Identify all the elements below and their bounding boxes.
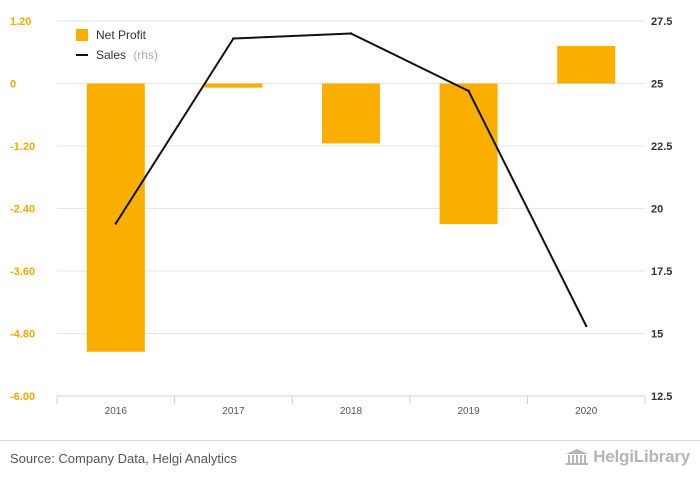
- y-right-tick-label: 15: [651, 329, 663, 341]
- sales-point: [114, 222, 118, 225]
- sales-line-layer: [114, 32, 588, 328]
- sales-point: [349, 32, 353, 35]
- x-tick-label: 2016: [105, 406, 128, 417]
- y-left-tick-label: -3.60: [10, 266, 35, 278]
- source-note: Source: Company Data, Helgi Analytics: [10, 451, 237, 466]
- y-left-tick-label: 0: [10, 79, 16, 91]
- sales-point: [232, 37, 235, 40]
- bar-net-profit: [439, 83, 498, 225]
- y-left-tick-label: -6.00: [10, 391, 35, 403]
- sales-point: [585, 324, 588, 328]
- legend: Net Profit Sales (rhs): [76, 28, 158, 62]
- bar-net-profit: [204, 83, 263, 88]
- y-right-tick-label: 12.5: [651, 391, 672, 403]
- y-left-tick-label: -1.20: [10, 141, 35, 153]
- gridlines: [57, 20, 645, 397]
- sales-point: [467, 89, 470, 93]
- y-right-tick-label: 25: [651, 79, 663, 91]
- legend-label-sales-name: Sales: [96, 48, 126, 62]
- bar-net-profit: [322, 83, 380, 144]
- legend-label-sales: Sales (rhs): [96, 48, 158, 62]
- footer-divider: [0, 440, 700, 441]
- legend-label-net-profit: Net Profit: [96, 28, 147, 42]
- legend-label-sales-suffix: (rhs): [133, 48, 158, 62]
- bar-net-profit: [86, 83, 145, 352]
- bar-net-profit: [557, 46, 616, 84]
- x-tick-label: 2020: [575, 406, 598, 417]
- brand-logo[interactable]: HelgiLibrary: [565, 447, 690, 467]
- y-left-tick-label: -4.80: [10, 329, 35, 341]
- y-right-tick-label: 17.5: [651, 266, 672, 278]
- y-right-tick-label: 20: [651, 204, 663, 216]
- y-left-tick-label: -2.40: [10, 204, 35, 216]
- axes: 1.20 0 -1.20 -2.40 -3.60 -4.80 -6.00 27.5 25 22.5…: [10, 16, 672, 417]
- y-right-tick-label: 27.5: [651, 16, 672, 28]
- x-tick-label: 2017: [222, 406, 245, 417]
- sales-line: [114, 32, 588, 327]
- net-profit-bars: [86, 46, 616, 352]
- x-tick-label: 2019: [457, 406, 480, 417]
- y-right-tick-label: 22.5: [651, 141, 672, 153]
- y-left-tick-label: 1.20: [10, 16, 31, 28]
- x-tick-label: 2018: [340, 406, 363, 417]
- library-building-icon: [566, 449, 589, 465]
- combo-chart: 1.20 0 -1.20 -2.40 -3.60 -4.80 -6.00 27.5 25 22.5…: [10, 16, 672, 417]
- brand-name: HelgiLibrary: [593, 447, 690, 466]
- legend-swatch-net-profit: [76, 29, 88, 41]
